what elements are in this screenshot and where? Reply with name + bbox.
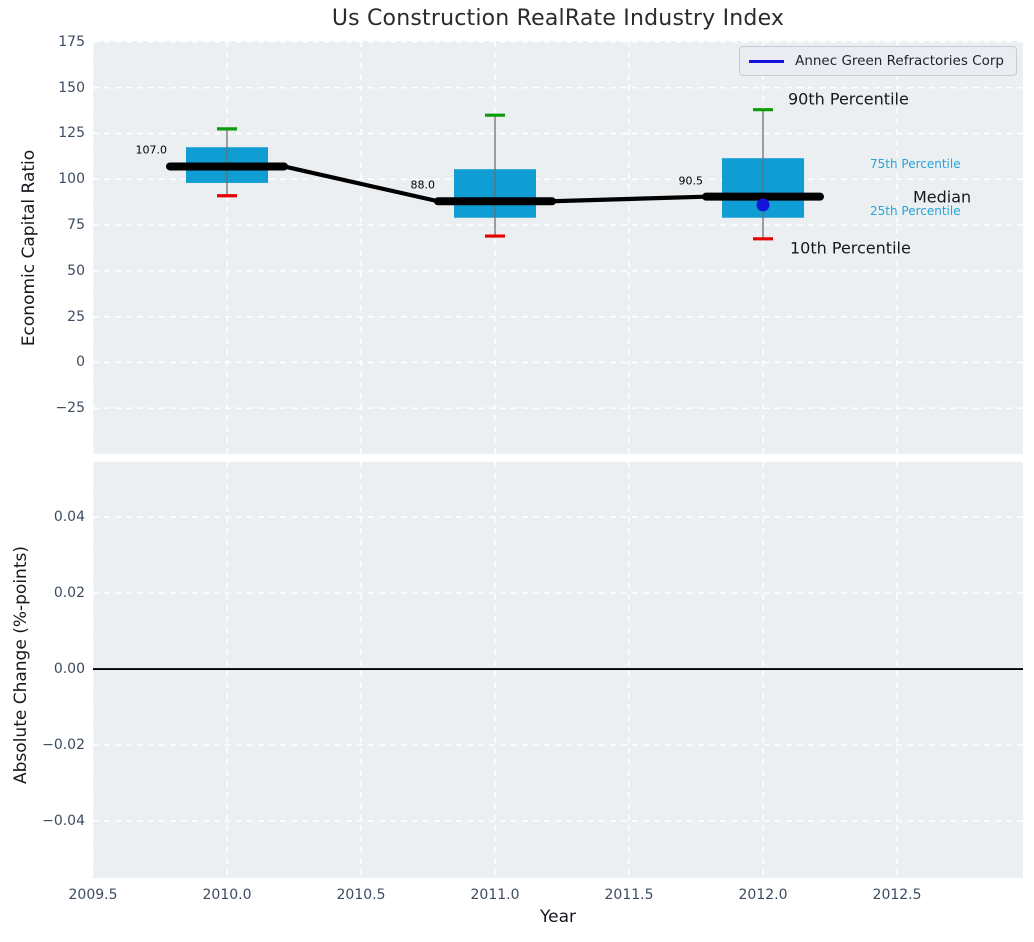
bottom-y-tick-label: −0.04 bbox=[0, 813, 85, 829]
x-tick-label: 2012.0 bbox=[739, 887, 788, 903]
x-tick-label: 2012.5 bbox=[873, 887, 922, 903]
top-y-tick-label: 175 bbox=[0, 34, 85, 50]
box-median-label-2012: 90.5 bbox=[679, 174, 704, 187]
bottom-y-tick-label: 0.04 bbox=[0, 509, 85, 525]
x-tick-label: 2010.5 bbox=[337, 887, 386, 903]
legend-label: Annec Green Refractories Corp bbox=[795, 53, 1004, 69]
bottom-y-tick-label: 0.02 bbox=[0, 585, 85, 601]
legend-line-icon bbox=[749, 60, 784, 63]
x-tick-label: 2009.5 bbox=[69, 887, 118, 903]
top-y-tick-label: 75 bbox=[0, 217, 85, 233]
x-tick-label: 2011.5 bbox=[605, 887, 654, 903]
top-y-tick-label: 125 bbox=[0, 125, 85, 141]
bottom-y-tick-label: −0.02 bbox=[0, 737, 85, 753]
figure: Us Construction RealRate Industry Index … bbox=[0, 0, 1034, 942]
top-y-tick-label: 0 bbox=[0, 354, 85, 370]
top-y-tick-label: −25 bbox=[0, 400, 85, 416]
x-tick-label: 2011.0 bbox=[471, 887, 520, 903]
chart-canvas bbox=[0, 0, 1034, 942]
top-y-tick-label: 100 bbox=[0, 171, 85, 187]
annotation-75th-percentile: 75th Percentile bbox=[870, 157, 961, 171]
annotation-90th-percentile: 90th Percentile bbox=[788, 89, 909, 108]
legend: Annec Green Refractories Corp bbox=[739, 46, 1017, 76]
bottom-y-tick-label: 0.00 bbox=[0, 661, 85, 677]
top-y-tick-label: 150 bbox=[0, 80, 85, 96]
top-y-tick-label: 25 bbox=[0, 309, 85, 325]
top-y-tick-label: 50 bbox=[0, 263, 85, 279]
box-median-label-2011: 88.0 bbox=[411, 179, 436, 192]
annotation-10th-percentile: 10th Percentile bbox=[790, 238, 911, 257]
x-axis-label: Year bbox=[93, 907, 1023, 927]
annotation-25th-percentile: 25th Percentile bbox=[870, 204, 961, 218]
x-tick-label: 2010.0 bbox=[203, 887, 252, 903]
chart-title: Us Construction RealRate Industry Index bbox=[93, 6, 1023, 31]
box-median-label-2010: 107.0 bbox=[136, 144, 168, 157]
